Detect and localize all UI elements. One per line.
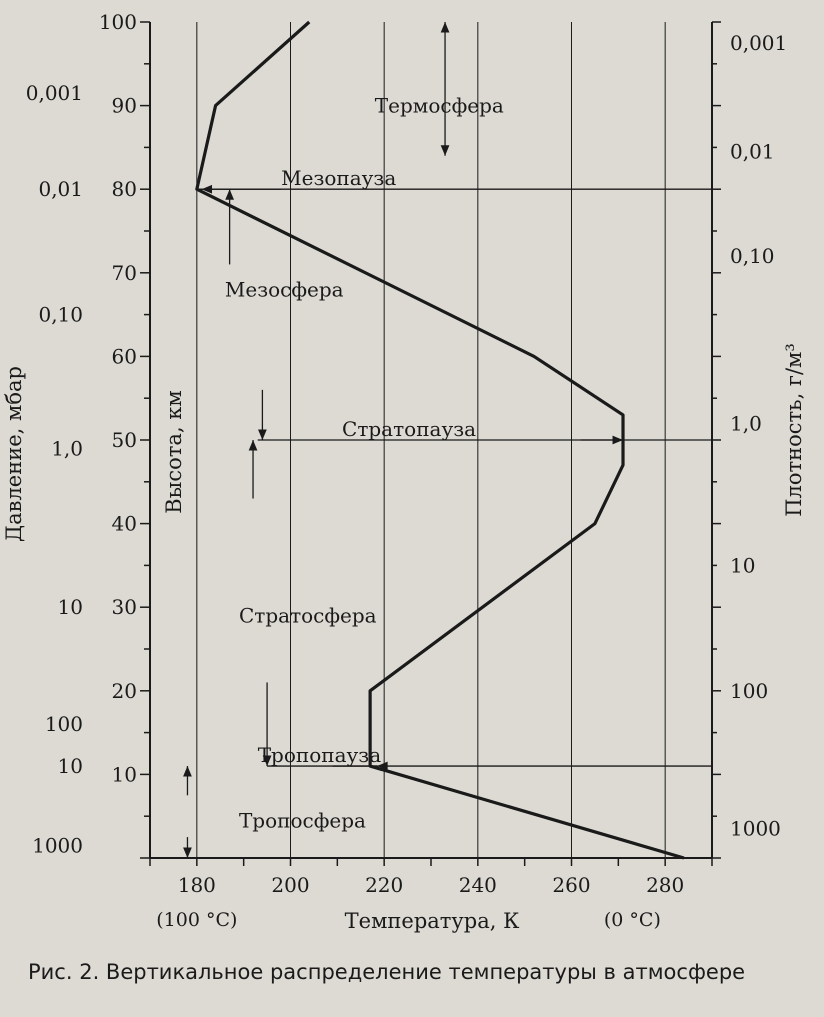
altitude-tick-label: 20 xyxy=(112,679,137,703)
density-tick-label: 1000 xyxy=(730,817,781,841)
pressure-tick-label: 0,01 xyxy=(38,177,83,201)
arrowhead xyxy=(225,189,234,200)
chart-labels: 10 20 30 40 50 60 70 80 90 100 180 200 220 240 260 280 (… xyxy=(2,10,806,933)
arrowhead xyxy=(201,184,213,194)
altitude-tick-label: 80 xyxy=(112,177,137,201)
density-tick-label: 0,10 xyxy=(730,244,775,268)
altitude-tick-label: 60 xyxy=(112,344,137,368)
arrowhead xyxy=(262,755,272,767)
layer-arrows xyxy=(183,22,624,858)
layer-label: Мезосфера xyxy=(225,278,344,302)
arrowhead xyxy=(248,440,258,451)
altitude-axis-title: Высота, км xyxy=(162,390,186,514)
pressure-tick-label: 10 xyxy=(58,595,83,619)
pressure-tick-label: 0,001 xyxy=(26,81,83,105)
altitude-tick-label: 50 xyxy=(112,428,137,452)
altitude-tick-label: 100 xyxy=(99,10,137,34)
figure-caption: Рис. 2. Вертикальное распределение темпе… xyxy=(28,960,746,984)
altitude-tick-label: 70 xyxy=(112,261,137,285)
density-axis-title: Плотность, г/м³ xyxy=(782,343,806,517)
boundary-label: Тропопауза xyxy=(258,743,381,767)
temperature-tick-label: 260 xyxy=(552,873,590,897)
temperature-tick-label: 240 xyxy=(459,873,497,897)
arrowhead xyxy=(440,22,450,33)
altitude-tick-label: 30 xyxy=(112,595,137,619)
pressure-tick-label: 0,10 xyxy=(38,303,83,327)
density-tick-label: 0,001 xyxy=(730,31,787,55)
temperature-tick-label: 180 xyxy=(178,873,216,897)
pressure-axis-title: Давление, мбар xyxy=(2,366,26,542)
density-tick-label: 100 xyxy=(730,679,768,703)
arrowhead xyxy=(377,761,388,771)
altitude-tick-label: 10 xyxy=(112,762,137,786)
layer-label: Термосфера xyxy=(375,94,504,118)
arrowhead xyxy=(183,847,192,858)
density-tick-label: 10 xyxy=(730,553,755,577)
pressure-tick-label: 1000 xyxy=(32,833,83,857)
boundary-label: Мезопауза xyxy=(281,166,396,190)
pressure-tick-label: 1,0 xyxy=(51,436,83,460)
arrowhead xyxy=(183,766,192,777)
temperature-tick-label: 280 xyxy=(646,873,684,897)
arrowhead xyxy=(258,429,267,440)
temperature-tick-label: 200 xyxy=(271,873,309,897)
arrowhead xyxy=(440,145,450,156)
temperature-reference-label: (100 °C) xyxy=(156,909,237,931)
temperature-tick-label: 220 xyxy=(365,873,403,897)
density-tick-label: 0,01 xyxy=(730,140,775,164)
density-tick-label: 1,0 xyxy=(730,411,762,435)
temperature-profile-chart: 10 20 30 40 50 60 70 80 90 100 180 200 220 240 260 280 (… xyxy=(2,10,806,933)
temperature-reference-label: (0 °C) xyxy=(604,909,661,931)
axis-ticks xyxy=(140,21,721,866)
layer-label: Тропосфера xyxy=(239,808,366,832)
altitude-tick-label: 40 xyxy=(112,512,137,536)
layer-boundaries xyxy=(196,188,712,767)
pressure-tick-label: 100 xyxy=(45,712,83,736)
boundary-label: Стратопауза xyxy=(342,417,476,441)
arrowhead xyxy=(612,435,624,445)
temperature-axis-title: Температура, К xyxy=(345,909,520,933)
altitude-tick-label: 90 xyxy=(112,94,137,118)
pressure-tick-label: 10 xyxy=(58,754,83,778)
layer-label: Стратосфера xyxy=(239,604,377,628)
